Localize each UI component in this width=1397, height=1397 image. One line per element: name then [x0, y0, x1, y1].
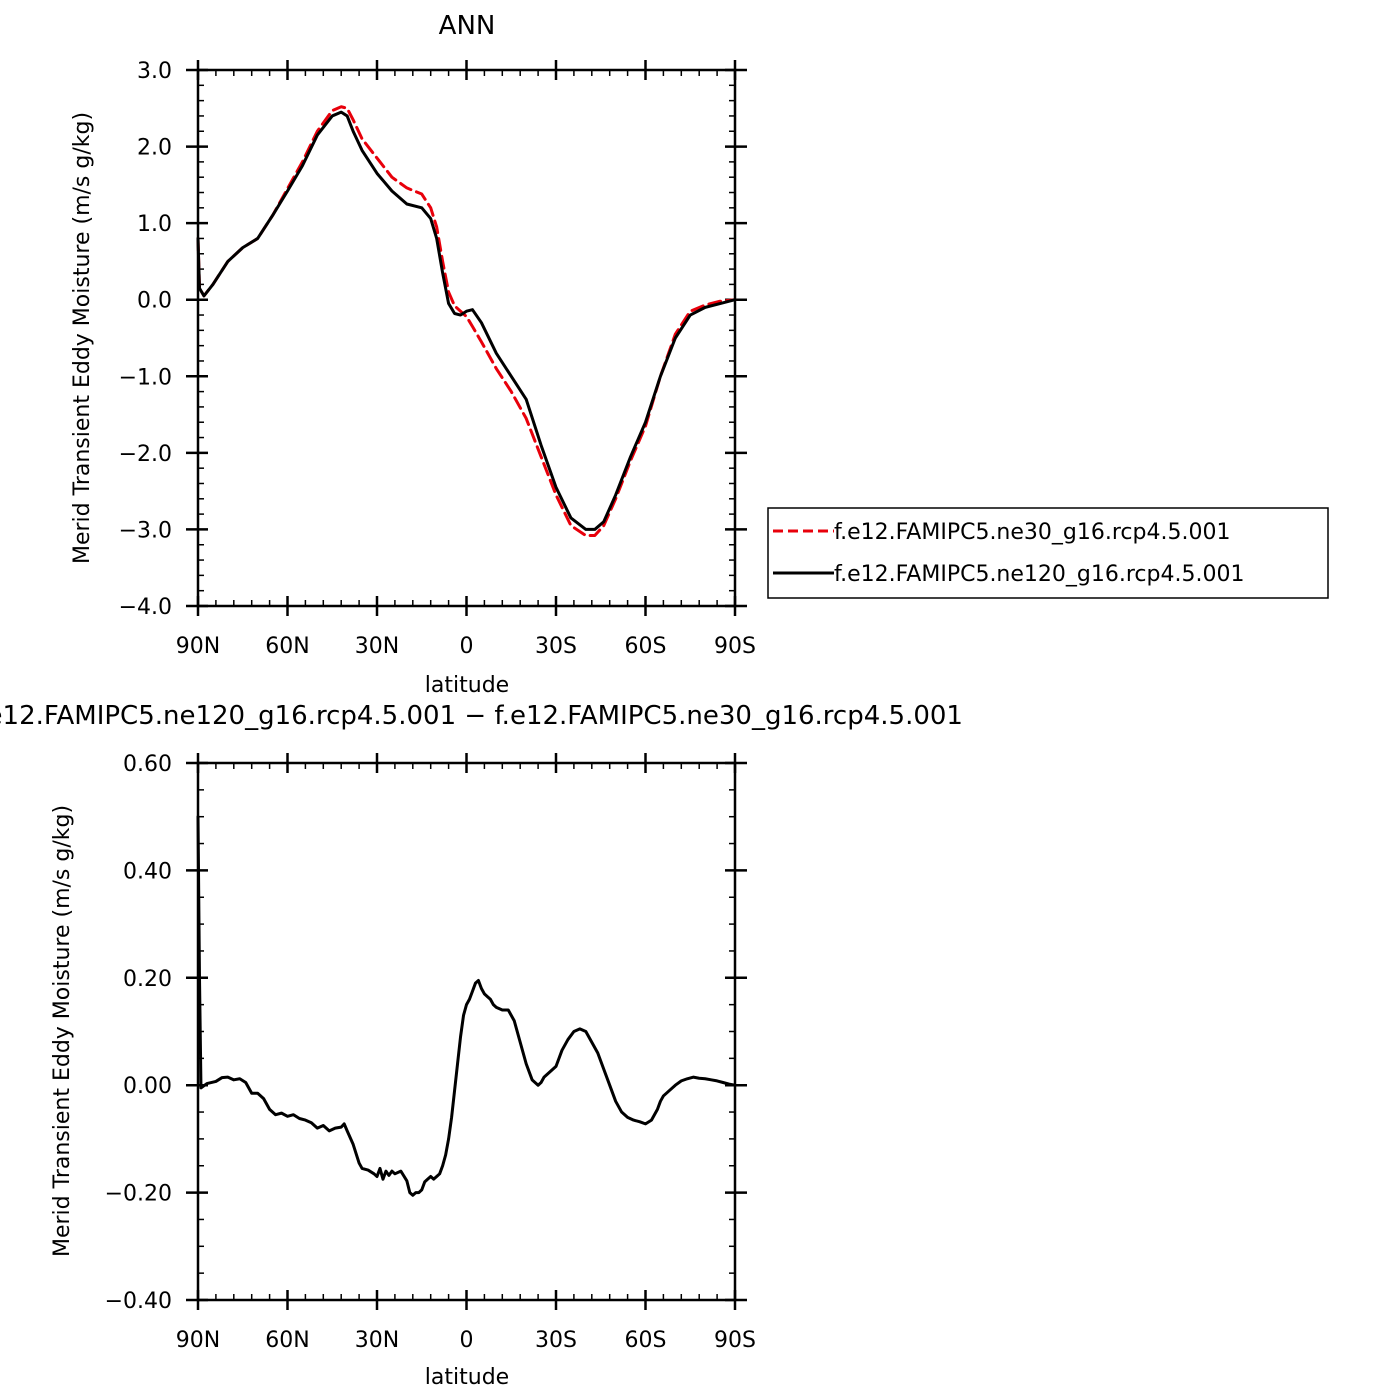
x-tick-label: 60S: [625, 1328, 667, 1353]
y-tick-label: 0.60: [123, 752, 172, 777]
x-tick-label: 60S: [625, 634, 667, 659]
plot-area: 90N 60N 30N 0 30S 60S 90S −4.0 −3.0 −2.0 −1.0 0.0 1.…: [119, 59, 756, 659]
series-line-0-0: [196, 105, 737, 538]
y-tick-label: −3.0: [119, 518, 172, 543]
chart-title: f.e12.FAMIPC5.ne120_g16.rcp4.5.001 − f.e…: [0, 701, 963, 731]
x-tick-label: 90N: [176, 1328, 220, 1353]
legend-label-ne30: f.e12.FAMIPC5.ne30_g16.rcp4.5.001: [834, 520, 1230, 545]
y-tick-label: −0.20: [105, 1182, 172, 1207]
plot-area: 90N 60N 30N 0 30S 60S 90S −0.40 −0.20 0.00 0.20 0.4…: [105, 752, 756, 1353]
x-tick-label: 30N: [355, 1328, 399, 1353]
x-tick-label: 30S: [535, 634, 577, 659]
x-tick-label: 30S: [535, 1328, 577, 1353]
y-tick-label: 0.00: [123, 1074, 172, 1099]
x-tick-label: 0: [460, 1328, 474, 1353]
y-tick-label: −0.40: [105, 1289, 172, 1314]
legend: f.e12.FAMIPC5.ne30_g16.rcp4.5.001 f.e12.…: [767, 507, 1329, 599]
y-tick-label: 0.20: [123, 967, 172, 992]
plot-frame: [196, 68, 737, 608]
y-tick-label: 1.0: [137, 212, 172, 237]
x-tick-label: 60N: [265, 1328, 309, 1353]
x-tick-label: 90S: [714, 634, 756, 659]
x-tick-label: 90N: [176, 634, 220, 659]
y-tick-label: 3.0: [137, 59, 172, 84]
x-axis-label: latitude: [425, 1365, 509, 1390]
x-axis-label: latitude: [425, 673, 509, 698]
series-line-1-0: [196, 815, 737, 1197]
x-tick-label: 60N: [265, 634, 309, 659]
y-tick-label: −2.0: [119, 442, 172, 467]
plot-frame: [196, 761, 737, 1302]
y-tick-label: 0.0: [137, 289, 172, 314]
series-line-0-1: [196, 110, 737, 531]
y-axis-label: Merid Transient Eddy Moisture (m/s g/kg): [50, 805, 75, 1257]
x-tick-label: 90S: [714, 1328, 756, 1353]
y-tick-label: −4.0: [119, 595, 172, 620]
y-tick-label: −1.0: [119, 365, 172, 390]
y-tick-label: 2.0: [137, 136, 172, 161]
legend-box: [767, 507, 1329, 599]
x-tick-label: 30N: [355, 634, 399, 659]
y-tick-label: 0.40: [123, 859, 172, 884]
top-panel: ANN 90N 60N 30N 0 30S 60S 90S −4.0 −3.0 −2.0 −1.0 0…: [70, 11, 1329, 698]
x-tick-label: 0: [460, 634, 474, 659]
legend-label-ne120: f.e12.FAMIPC5.ne120_g16.rcp4.5.001: [834, 562, 1244, 587]
bottom-panel: f.e12.FAMIPC5.ne120_g16.rcp4.5.001 − f.e…: [0, 701, 963, 1390]
chart-title: ANN: [439, 11, 496, 41]
y-axis-label: Merid Transient Eddy Moisture (m/s g/kg): [70, 112, 95, 564]
